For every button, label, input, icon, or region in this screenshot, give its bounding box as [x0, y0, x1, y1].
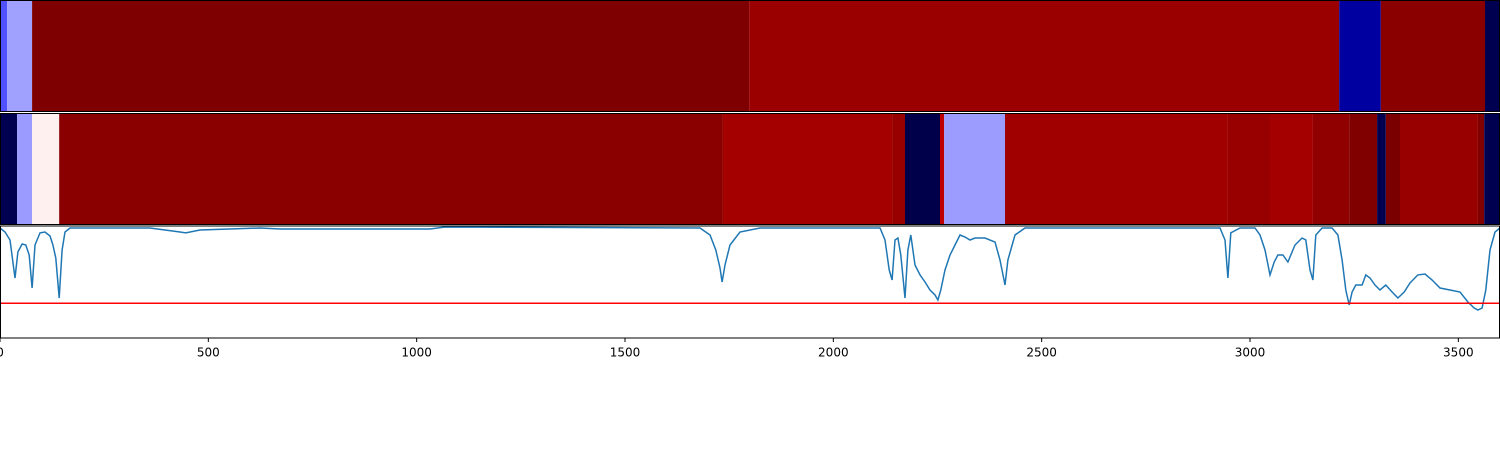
- band-segment: [1339, 0, 1381, 112]
- band-segment: [749, 0, 1340, 112]
- band-segment: [7, 0, 33, 112]
- band-segment: [32, 113, 60, 225]
- band-segment: [1477, 113, 1485, 225]
- x-tick-label: 500: [197, 346, 220, 360]
- panel-frame: [0, 225, 1500, 339]
- band-segment: [1270, 113, 1313, 225]
- band-segment: [1485, 0, 1500, 112]
- x-tick-label: 3500: [1443, 346, 1474, 360]
- x-tick-label: 1000: [401, 346, 432, 360]
- x-tick-label: 1500: [610, 346, 641, 360]
- x-tick-label: 2000: [818, 346, 849, 360]
- band-segment: [1400, 113, 1478, 225]
- band-segment: [1349, 113, 1378, 225]
- band-segment: [59, 113, 723, 225]
- band-segment: [1005, 113, 1228, 225]
- x-tick-label: 3000: [1235, 346, 1266, 360]
- data-line: [0, 226, 1500, 311]
- band-segment: [1385, 113, 1400, 225]
- band-segment: [0, 0, 8, 112]
- band-segment: [1380, 0, 1485, 112]
- band-segment: [1312, 113, 1350, 225]
- x-tick-label: 2500: [1026, 346, 1057, 360]
- band-segment: [892, 113, 905, 225]
- band-segment: [17, 113, 33, 225]
- band-segment: [905, 113, 940, 225]
- band-segment: [940, 113, 945, 225]
- band-segment: [1377, 113, 1386, 225]
- band-segment: [32, 0, 750, 112]
- band-segment: [1484, 113, 1500, 225]
- band-segment: [944, 113, 1005, 225]
- band-segment: [0, 113, 18, 225]
- x-tick-label: 0: [0, 346, 4, 360]
- band-segment: [1227, 113, 1270, 225]
- band-segment: [722, 113, 893, 225]
